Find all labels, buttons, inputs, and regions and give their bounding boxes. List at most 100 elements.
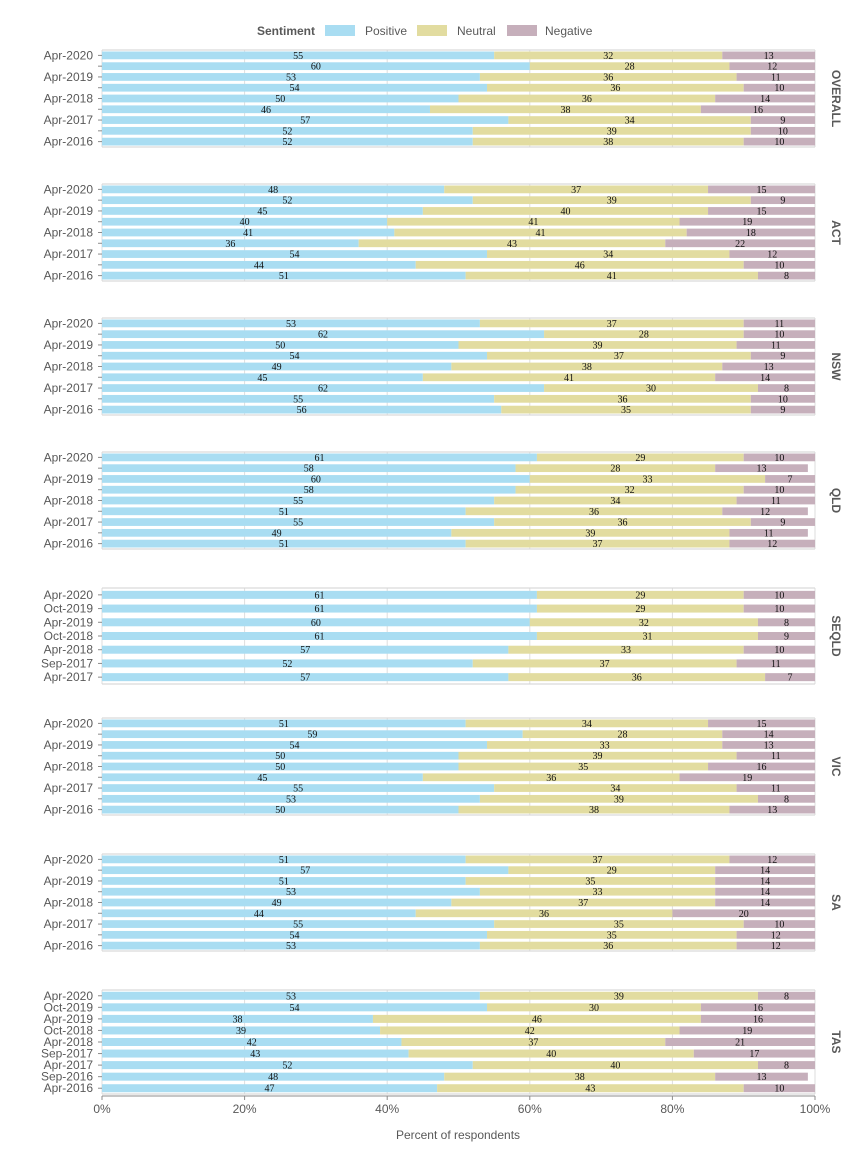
bar-negative xyxy=(750,116,815,124)
data-label-positive: 51 xyxy=(279,539,289,550)
data-label-positive: 55 xyxy=(293,496,303,507)
data-label-positive: 57 xyxy=(300,673,310,684)
data-label-positive: 55 xyxy=(293,394,303,405)
bar-positive xyxy=(102,618,530,627)
bar-row: 51 36 12 xyxy=(98,507,808,518)
y-tick-label: Apr-2017 xyxy=(44,781,94,795)
bar-positive xyxy=(102,1061,473,1070)
bar-negative xyxy=(715,464,808,473)
bar-neutral xyxy=(465,719,709,728)
bar-row: Apr-2018 41 41 18 xyxy=(44,226,815,240)
y-tick-label: Apr-2018 xyxy=(44,760,94,774)
bar-neutral xyxy=(508,673,766,682)
bar-neutral xyxy=(479,73,737,81)
y-tick-label: Apr-2017 xyxy=(44,381,94,395)
bar-positive xyxy=(102,475,530,483)
y-tick-label: Oct-2018 xyxy=(44,629,94,643)
data-label-neutral: 36 xyxy=(632,673,642,684)
bar-neutral xyxy=(494,518,751,526)
data-label-positive: 54 xyxy=(290,740,300,751)
data-label-positive: 50 xyxy=(275,94,285,105)
y-tick-label: Apr-2017 xyxy=(44,247,94,261)
bar-row: Apr-2017 55 34 11 xyxy=(44,781,815,795)
y-tick-label: Apr-2019 xyxy=(44,204,94,218)
bar-row: 54 35 12 xyxy=(98,930,815,941)
x-tick-label: 0% xyxy=(93,1102,111,1116)
bar-neutral xyxy=(472,137,744,146)
bar-row: 50 39 11 xyxy=(98,751,815,762)
bar-positive xyxy=(102,62,530,71)
data-label-negative: 10 xyxy=(774,590,784,601)
bar-row: 52 39 9 xyxy=(98,196,815,207)
bar-positive xyxy=(102,105,430,114)
data-label-negative: 15 xyxy=(757,206,767,217)
data-label-neutral: 28 xyxy=(610,464,620,475)
data-label-negative: 12 xyxy=(767,62,777,73)
bar-positive xyxy=(102,1026,381,1035)
bar-negative xyxy=(715,1072,808,1081)
y-tick-label: Apr-2020 xyxy=(44,716,94,730)
bar-positive xyxy=(102,405,502,414)
bar-positive xyxy=(102,645,509,654)
data-label-positive: 49 xyxy=(272,528,282,539)
data-label-neutral: 37 xyxy=(593,539,603,550)
data-label-negative: 11 xyxy=(771,751,781,762)
y-tick-label: Apr-2019 xyxy=(44,472,94,486)
bar-positive xyxy=(102,319,480,328)
bar-row: Oct-2018 39 42 19 xyxy=(44,1023,815,1037)
bar-row: 36 43 22 xyxy=(98,239,815,250)
y-tick-label: Apr-2018 xyxy=(44,643,94,657)
y-tick-label: Apr-2017 xyxy=(44,1058,94,1072)
data-label-neutral: 43 xyxy=(507,239,517,250)
bar-positive xyxy=(102,673,509,682)
bar-row: Apr-2017 62 30 8 xyxy=(44,381,815,395)
bar-neutral xyxy=(487,1003,701,1012)
data-label-negative: 8 xyxy=(784,618,789,629)
legend-swatch-negative xyxy=(507,25,537,36)
y-tick-label: Apr-2016 xyxy=(44,803,94,817)
bar-negative xyxy=(736,659,815,668)
data-label-negative: 14 xyxy=(760,898,770,909)
bar-positive xyxy=(102,632,537,640)
bar-positive xyxy=(102,250,488,258)
bar-positive xyxy=(102,341,459,349)
bar-neutral xyxy=(465,855,730,864)
bar-positive xyxy=(102,94,459,103)
data-label-neutral: 41 xyxy=(564,373,574,384)
data-label-negative: 8 xyxy=(784,991,789,1002)
data-label-neutral: 39 xyxy=(614,794,624,805)
bar-neutral xyxy=(529,475,766,483)
y-tick-label: Apr-2016 xyxy=(44,403,94,417)
data-label-negative: 10 xyxy=(774,453,784,464)
bar-neutral xyxy=(529,62,730,71)
bar-neutral xyxy=(401,1038,666,1046)
bar-neutral xyxy=(394,228,687,237)
y-tick-label: Apr-2018 xyxy=(44,92,94,106)
bar-negative xyxy=(743,330,815,339)
bar-neutral xyxy=(479,319,744,328)
bar-row: Apr-2019 54 33 13 xyxy=(44,738,815,752)
data-label-negative: 9 xyxy=(780,351,785,362)
bar-neutral xyxy=(465,877,716,885)
bar-row: Apr-2019 51 35 14 xyxy=(44,874,815,888)
bar-negative xyxy=(736,496,815,505)
bar-negative xyxy=(757,991,815,1000)
data-label-positive: 55 xyxy=(293,920,303,931)
bar-positive xyxy=(102,260,416,269)
y-tick-label: Apr-2016 xyxy=(44,135,94,149)
data-label-negative: 13 xyxy=(767,805,777,816)
panel-label-overall: OVERALL xyxy=(829,70,843,127)
x-tick-label: 100% xyxy=(800,1102,831,1116)
data-label-negative: 12 xyxy=(771,941,781,952)
y-tick-label: Apr-2018 xyxy=(44,226,94,240)
data-label-neutral: 36 xyxy=(617,518,627,529)
bar-positive xyxy=(102,116,509,124)
data-label-neutral: 37 xyxy=(593,855,603,866)
bar-positive xyxy=(102,794,480,803)
data-label-neutral: 32 xyxy=(603,51,613,62)
data-label-negative: 14 xyxy=(760,373,770,384)
bar-positive xyxy=(102,930,488,939)
bar-row: Apr-2018 49 38 13 xyxy=(44,360,815,374)
bar-row: 54 36 10 xyxy=(98,83,815,94)
bar-row: Apr-2016 53 36 12 xyxy=(44,939,815,953)
